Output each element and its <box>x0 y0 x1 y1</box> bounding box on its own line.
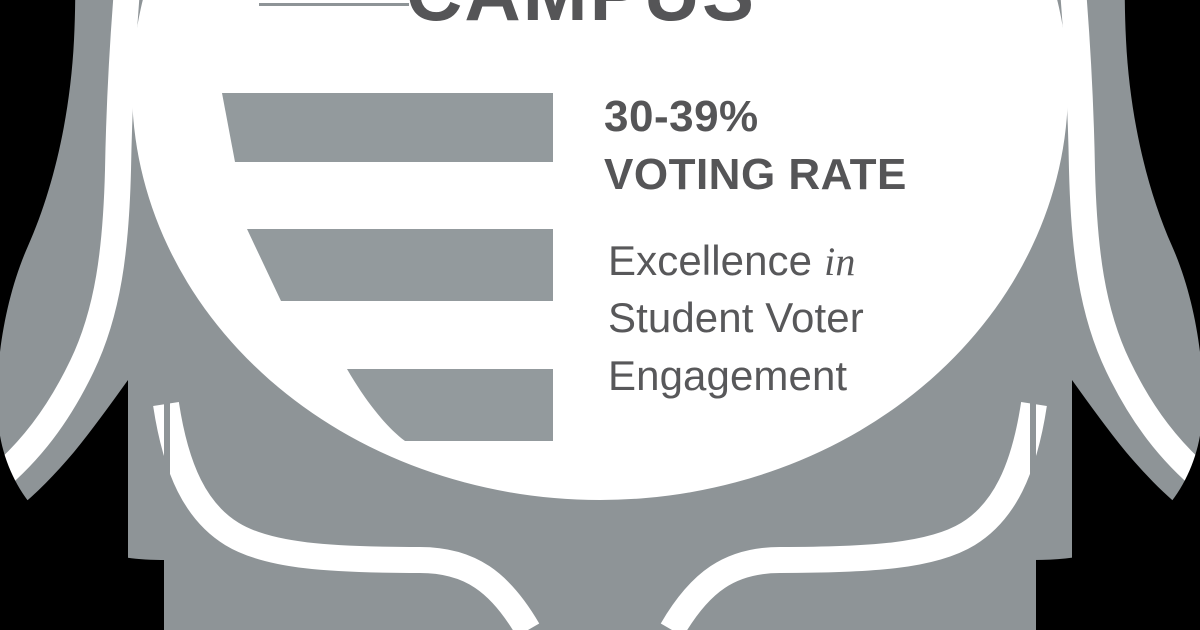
ribbon-white-outline-left <box>0 0 140 492</box>
ribbon-white-outline-right <box>1060 0 1200 492</box>
stripe-middle <box>247 229 553 301</box>
background-cut-right <box>1034 0 1200 630</box>
ribbon-tail-left <box>153 402 540 630</box>
stripe-top <box>222 93 553 162</box>
stripe-group <box>222 93 553 441</box>
background-cut-left <box>0 0 166 630</box>
ribbon-tail-right <box>660 402 1047 630</box>
edge-line-left <box>164 396 170 630</box>
stripe-bottom <box>347 369 553 441</box>
edge-line-right <box>1030 396 1036 630</box>
